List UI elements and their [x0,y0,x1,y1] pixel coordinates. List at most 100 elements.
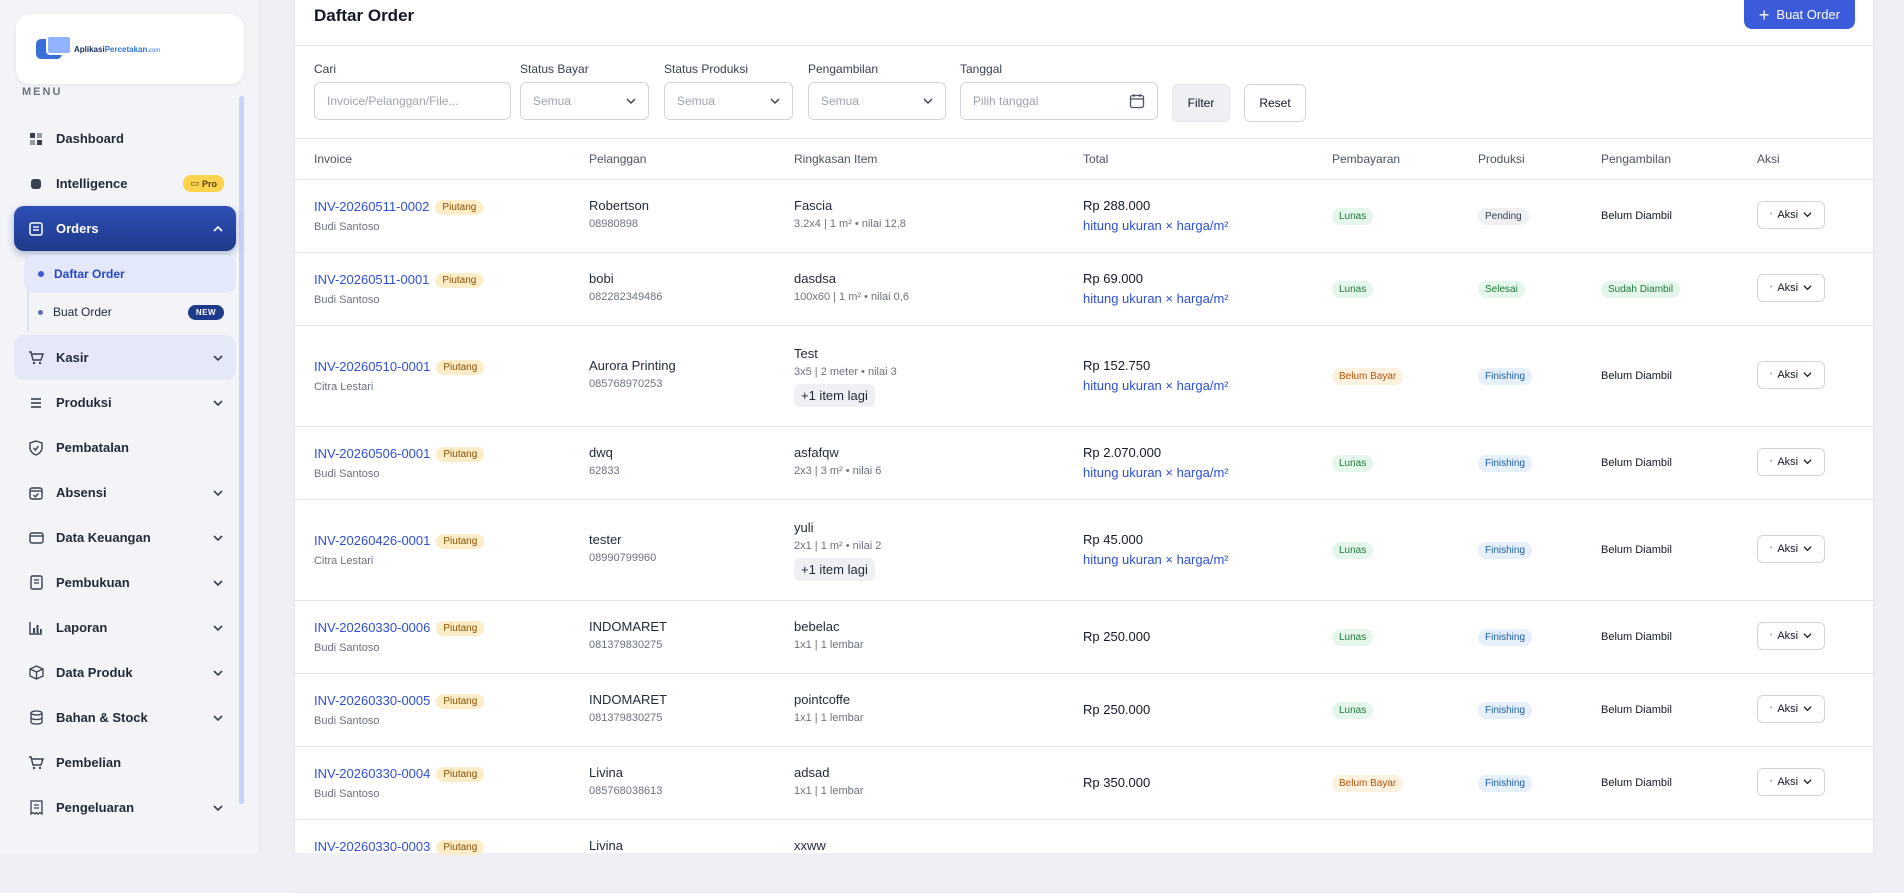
order-panel: Daftar Order + Buat Order Cari Invoice/P… [294,0,1874,893]
table-row[interactable]: INV-20260330-0006 Piutang Budi Santoso INDO… [295,600,1873,674]
sidebar-item-intelligence[interactable]: Intelligence ▭ Pro [14,161,236,206]
invoice-link[interactable]: INV-20260330-0004 [314,765,431,781]
invoice-link[interactable]: INV-20260330-0003 [314,838,431,854]
staff-name: Budi Santoso [314,220,380,233]
column-header-pembayaran[interactable]: Pembayaran [1332,152,1401,166]
customer-cell: INDOMARET 081379830275 [589,619,667,651]
column-header-ringkasan-item[interactable]: Ringkasan Item [794,152,878,166]
aksi-dropdown-button[interactable]: • Aksi [1757,694,1825,723]
invoice-link[interactable]: INV-20260330-0005 [314,692,431,708]
column-header-pengambilan[interactable]: Pengambilan [1601,152,1672,166]
staff-name: Budi Santoso [314,787,380,800]
status-bayar-select[interactable]: Semua [520,82,649,120]
item-cell: asfafqw 2x3 | 3 m² • nilai 6 [794,445,881,477]
tanggal-filter: Tanggal Pilih tanggal [960,62,1158,120]
sidebar-subitem-daftar-order[interactable]: Daftar Order [24,255,236,293]
sidebar-item-produksi[interactable]: Produksi [14,380,236,425]
chevron-down-icon [1803,285,1812,291]
more-items-chip[interactable]: +1 item lagi [794,557,875,581]
dot-icon: • [1769,211,1773,218]
status-produksi-select[interactable]: Semua [664,82,793,120]
item-detail: 2x1 | 1 m² • nilai 2 [794,539,882,552]
cart-icon [28,755,44,771]
table-row[interactable]: INV-20260506-0001 Piutang Budi Santoso dwq 6… [295,426,1873,500]
table-row[interactable]: INV-20260511-0002 Piutang Budi Santoso Robe… [295,179,1873,253]
chevron-down-icon [213,669,223,676]
sidebar-item-pembatalan[interactable]: Pembatalan [14,425,236,470]
sidebar-subitem-buat-order[interactable]: Buat Order NEW [24,293,236,331]
customer-name: Robertson [589,197,649,213]
total-amount: Rp 250.000 [1083,628,1151,644]
invoice-link[interactable]: INV-20260510-0001 [314,358,431,374]
calendar-check-icon [28,485,44,501]
aksi-dropdown-button[interactable]: • Aksi [1757,621,1825,650]
customer-name: tester [589,531,622,547]
status-produksi-filter: Status Produksi Semua [664,62,793,120]
total-cell: Rp 69.000 hitung ukuran × harga/m² [1083,271,1229,306]
table-row[interactable]: INV-20260330-0004 Piutang Budi Santoso Livi… [295,746,1873,820]
table-row[interactable]: INV-20260511-0001 Piutang Budi Santoso bobi… [295,252,1873,326]
column-header-total[interactable]: Total [1083,152,1109,166]
sidebar-item-data-keuangan[interactable]: Data Keuangan [14,515,236,560]
sidebar-item-bahan-stock[interactable]: Bahan & Stock [14,695,236,740]
sidebar-item-orders[interactable]: Orders [14,206,236,251]
sidebar-item-absensi[interactable]: Absensi [14,470,236,515]
aksi-dropdown-button[interactable]: • Aksi [1757,534,1825,563]
pengambilan-select[interactable]: Semua [808,82,946,120]
sidebar-item-label: Laporan [56,620,108,635]
sidebar-item-kasir[interactable]: Kasir [14,335,236,380]
table-row[interactable]: INV-20260330-0005 Piutang Budi Santoso INDO… [295,673,1873,747]
column-header-aksi[interactable]: Aksi [1757,152,1780,166]
table-row[interactable]: INV-20260330-0003 Piutang Livina xxww [295,819,1873,893]
invoice-link[interactable]: INV-20260506-0001 [314,445,431,461]
sidebar-item-pembukuan[interactable]: Pembukuan [14,560,236,605]
payment-status-badge: Lunas [1332,701,1374,719]
reset-button[interactable]: Reset [1244,84,1306,122]
date-input[interactable]: Pilih tanggal [960,82,1158,120]
column-header-pelanggan[interactable]: Pelanggan [589,152,647,166]
aksi-dropdown-button[interactable]: • Aksi [1757,200,1825,229]
chevron-down-icon [213,624,223,631]
sidebar-item-dashboard[interactable]: Dashboard [14,116,236,161]
pengambilan-filter: Pengambilan Semua [808,62,946,120]
logo-card[interactable]: AplikasiPercetakan.com [16,14,244,84]
dot-icon: • [1769,284,1773,291]
customer-cell: Livina 085768038613 [589,765,662,797]
table-row[interactable]: INV-20260510-0001 Piutang Citra Lestari Aur… [295,325,1873,427]
aksi-label: Aksi [1777,281,1799,294]
dot-icon: • [1769,545,1773,552]
search-input[interactable]: Invoice/Pelanggan/File... [314,82,511,120]
item-cell: pointcoffe 1x1 | 1 lembar [794,692,864,724]
filter-button[interactable]: Filter [1172,84,1230,122]
status-produksi-label: Status Produksi [664,62,749,76]
payment-status-badge: Lunas [1332,207,1374,225]
dot-icon: • [1769,371,1773,378]
column-header-invoice[interactable]: Invoice [314,152,353,166]
payment-status-badge: Belum Bayar [1332,774,1404,792]
sidebar-item-pembelian[interactable]: Pembelian [14,740,236,785]
sidebar-item-pengeluaran[interactable]: Pengeluaran [14,785,236,830]
aksi-dropdown-button[interactable]: • Aksi [1757,360,1825,389]
sidebar-item-data-produk[interactable]: Data Produk [14,650,236,695]
aksi-dropdown-button[interactable]: • Aksi [1757,447,1825,476]
piutang-badge: Piutang [436,533,485,549]
create-order-button[interactable]: + Buat Order [1743,0,1855,29]
table-row[interactable]: INV-20260426-0001 Piutang Citra Lestari tes… [295,499,1873,601]
new-badge: NEW [187,304,224,320]
total-calc-note: hitung ukuran × harga/m² [1083,464,1229,480]
invoice-link[interactable]: INV-20260426-0001 [314,532,431,548]
invoice-link[interactable]: INV-20260511-0002 [314,198,430,214]
plus-icon: + [1758,4,1770,25]
column-header-produksi[interactable]: Produksi [1478,152,1525,166]
item-cell: adsad 1x1 | 1 lembar [794,765,864,797]
aksi-dropdown-button[interactable]: • Aksi [1757,767,1825,796]
sidebar-scrollbar[interactable] [239,96,244,804]
calendar-icon[interactable] [1129,93,1145,109]
invoice-link[interactable]: INV-20260511-0001 [314,271,430,287]
invoice-link[interactable]: INV-20260330-0006 [314,619,431,635]
sidebar-item-label: Kasir [56,350,89,365]
sidebar-item-laporan[interactable]: Laporan [14,605,236,650]
aksi-dropdown-button[interactable]: • Aksi [1757,273,1825,302]
production-status-badge: Finishing [1478,541,1533,559]
more-items-chip[interactable]: +1 item lagi [794,383,875,407]
